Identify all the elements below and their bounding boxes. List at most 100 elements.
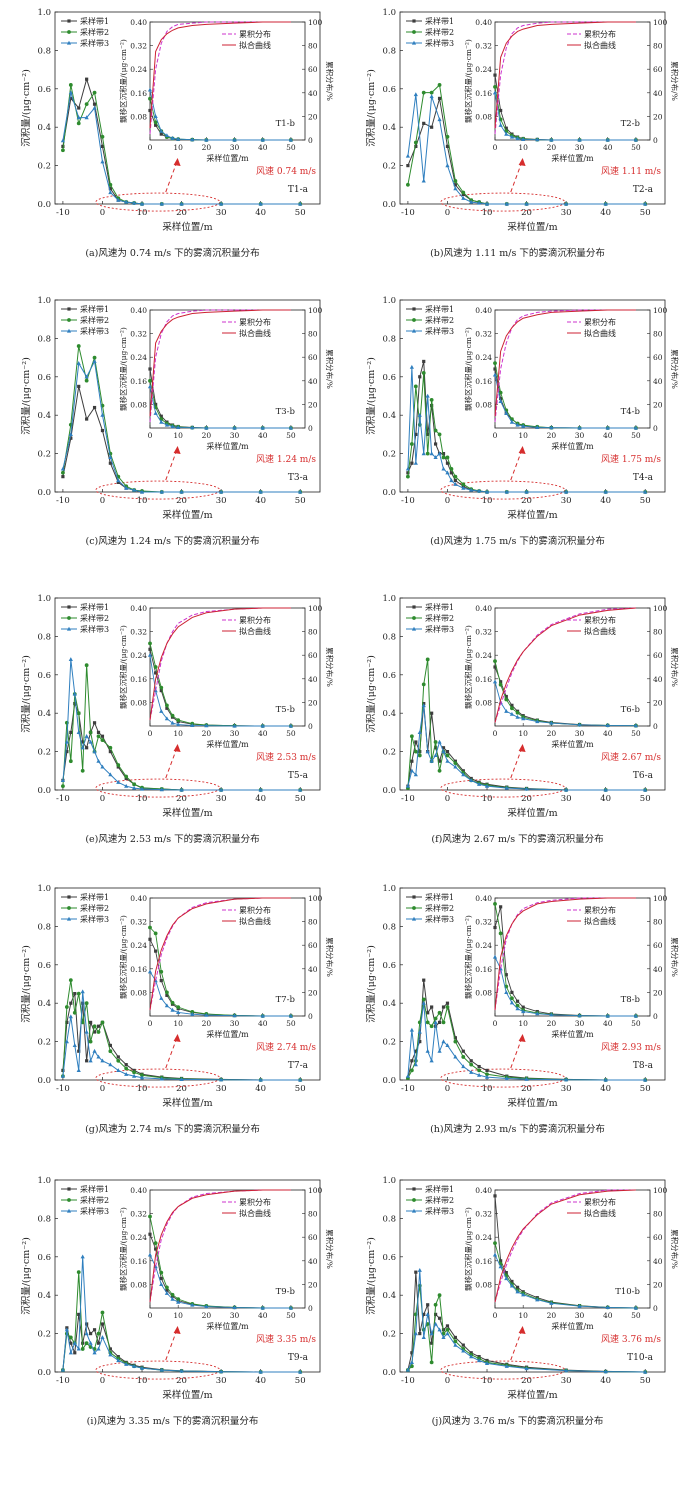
data-point-series-3 xyxy=(159,1367,164,1372)
inset-data-point-series-2 xyxy=(159,685,164,690)
data-point-series-1 xyxy=(410,461,414,465)
inset-y-tick-label-right: 60 xyxy=(653,353,663,362)
inset-y-tick-label-right: 60 xyxy=(308,1233,318,1242)
data-point-series-1 xyxy=(124,1063,128,1067)
data-point-series-3 xyxy=(68,90,73,95)
inset-data-point-series-1 xyxy=(165,706,169,710)
data-point-series-2 xyxy=(100,1310,105,1315)
data-point-series-2 xyxy=(425,451,430,456)
inset-data-point-series-3 xyxy=(147,652,153,657)
inset-tag: T1-b xyxy=(276,119,296,129)
inset-y-tick-label-right: 80 xyxy=(308,42,318,51)
data-point-series-2 xyxy=(413,384,418,389)
data-point-series-3 xyxy=(124,783,129,788)
data-point-series-1 xyxy=(108,750,112,754)
outer-tag: T8-a xyxy=(633,1061,654,1071)
data-point-series-3 xyxy=(445,163,450,168)
inset-y-tick-label-right: 100 xyxy=(308,18,323,27)
wind-speed-label: 风速 2.93 m/s xyxy=(601,1042,661,1053)
inset-x-tick-label: 10 xyxy=(518,431,528,440)
data-point-series-2 xyxy=(68,1335,73,1340)
inset-frame xyxy=(494,1189,651,1309)
inset-data-point-series-2 xyxy=(165,1285,169,1290)
data-point-series-2 xyxy=(124,774,129,779)
inset-y-tick-label-right: 20 xyxy=(308,698,318,707)
x-tick-label: 40 xyxy=(255,208,266,218)
y-tick-label: 0.6 xyxy=(37,85,51,95)
drift-region-ellipse xyxy=(95,480,221,500)
data-point-series-1 xyxy=(81,740,85,744)
data-point-series-1 xyxy=(437,759,442,763)
x-tick-label: 0 xyxy=(100,1376,105,1386)
data-point-series-3 xyxy=(461,772,466,777)
fit-curve xyxy=(494,309,636,417)
inset-data-point-series-3 xyxy=(577,1303,582,1308)
inset-x-axis-label: 采样位置/m xyxy=(551,1321,594,1331)
inset-x-tick-label: 30 xyxy=(230,729,240,738)
inset-data-point-series-1 xyxy=(159,132,163,136)
series-line-3 xyxy=(407,367,646,493)
inset-data-point-series-1 xyxy=(148,937,152,941)
inset-y-tick-label-left: 0.32 xyxy=(475,330,492,339)
inset-data-point-series-3 xyxy=(521,1009,526,1014)
data-point-series-3 xyxy=(417,730,422,734)
data-point-series-3 xyxy=(603,1369,608,1374)
inset-y-tick-label-left: 0.08 xyxy=(475,1280,492,1289)
data-point-series-1 xyxy=(96,730,101,734)
inset-tag: T8-b xyxy=(621,995,641,1005)
inset-data-point-series-2 xyxy=(148,96,152,101)
legend-label-2: 采样带2 xyxy=(80,903,109,913)
x-tick-label: 0 xyxy=(100,208,105,218)
data-point-series-3 xyxy=(132,1073,137,1078)
legend-label-1: 采样带1 xyxy=(425,602,454,612)
data-point-series-3 xyxy=(504,1363,509,1368)
inset-chart: 0.08 0.16 0.24 0.32 0.40 0 20 40 60 80 100 0 10 20 30 4… xyxy=(118,894,335,1039)
inset-data-point-series-2 xyxy=(176,1005,181,1010)
inset-data-point-series-3 xyxy=(190,1302,195,1307)
data-point-series-2 xyxy=(461,190,466,195)
data-point-series-2 xyxy=(88,1039,93,1044)
x-tick-label: 10 xyxy=(482,496,493,506)
inset-x-tick-label: 50 xyxy=(631,1019,641,1028)
data-point-series-3 xyxy=(409,364,414,369)
data-point-series-2 xyxy=(421,371,426,375)
inset-data-point-series-3 xyxy=(153,410,158,415)
inset-data-point-series-3 xyxy=(147,384,153,389)
inset-data-point-series-3 xyxy=(204,1304,209,1309)
x-tick-label: -10 xyxy=(56,1376,70,1386)
data-point-series-2 xyxy=(413,749,418,754)
inset-data-point-series-2 xyxy=(510,996,514,1001)
inset-data-point-series-1 xyxy=(159,414,163,418)
x-tick-label: 30 xyxy=(216,496,227,506)
drift-arrow-head xyxy=(518,1326,526,1334)
legend-marker-2 xyxy=(412,616,416,620)
drift-arrow-head xyxy=(518,1034,526,1042)
y-axis-label: 沉积量/(μg·cm⁻²) xyxy=(365,69,377,147)
data-point-series-2 xyxy=(429,1360,434,1365)
data-point-series-3 xyxy=(132,1363,137,1368)
x-tick-label: 40 xyxy=(600,1084,611,1094)
inset-data-point-series-1 xyxy=(499,396,503,401)
inset-data-point-series-3 xyxy=(190,425,195,430)
legend-label-1: 采样带1 xyxy=(80,602,109,612)
y-tick-label: 0.4 xyxy=(37,123,51,133)
legend-marker-1 xyxy=(67,605,71,609)
inset-y-tick-label-left: 0.40 xyxy=(130,604,147,613)
legend-label-1: 采样带1 xyxy=(80,892,109,902)
inset-x-tick-label: 30 xyxy=(230,431,240,440)
data-point-series-2 xyxy=(429,397,434,402)
inset-y-axis-label-left: 飘移区沉积量/(μg·cm⁻²) xyxy=(463,1207,473,1291)
inset-x-tick-label: 0 xyxy=(148,729,153,738)
inset-y-axis-label-right: 累积分布/% xyxy=(325,937,335,977)
data-point-series-1 xyxy=(77,106,81,110)
inset-frame xyxy=(494,897,651,1017)
inset-y-tick-label-right: 20 xyxy=(653,1280,663,1289)
x-tick-label: 20 xyxy=(176,1084,187,1094)
inset-data-point-series-3 xyxy=(232,1013,237,1018)
data-point-series-1 xyxy=(453,1335,457,1340)
drift-region-ellipse xyxy=(95,1068,221,1088)
data-point-series-1 xyxy=(449,471,454,475)
inset-legend-label-cumulative: 累积分布 xyxy=(584,615,616,625)
y-tick-label: 0.6 xyxy=(37,961,51,971)
